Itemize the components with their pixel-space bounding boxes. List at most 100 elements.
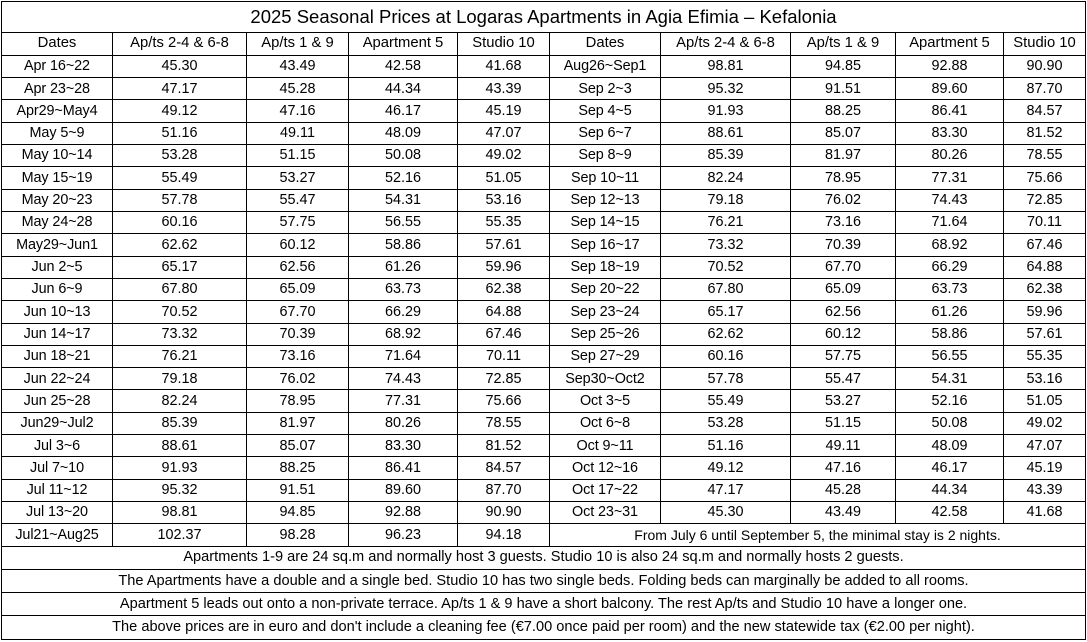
right-apartment-5-cell: 54.31 (895, 367, 1004, 391)
left-dates-cell: Jul 13~20 (1, 500, 113, 525)
right-apartment-5-cell: 63.73 (895, 277, 1004, 302)
left-apartment-5-cell: 50.08 (348, 143, 458, 168)
footnote: Apartment 5 leads out onto a non-private… (0, 592, 1087, 617)
left-apts-2-4-6-8-cell: 91.93 (112, 456, 247, 480)
right-apartment-5-cell: 80.26 (895, 143, 1004, 168)
header-apts-1-9-right: Ap/ts 1 & 9 (790, 32, 896, 56)
right-apts-2-4-6-8-cell: 79.18 (660, 188, 791, 212)
left-studio-10-cell: 55.35 (457, 210, 550, 235)
right-apts-1-9-cell: 45.28 (790, 478, 896, 503)
right-apartment-5-cell: 66.29 (895, 255, 1004, 279)
right-apartment-5-cell: 68.92 (895, 233, 1004, 257)
left-apartment-5-cell: 89.60 (348, 478, 458, 503)
right-apartment-5-cell: 46.17 (895, 456, 1004, 480)
left-apts-1-9-cell: 55.47 (246, 188, 349, 212)
table-row: May 24~28 60.16 57.75 56.55 55.35 Sep 14~15 76… (1, 210, 1087, 235)
left-dates-cell: Jun 6~9 (1, 277, 113, 302)
right-dates-cell: Oct 12~16 (549, 456, 661, 480)
right-apts-2-4-6-8-cell: 55.49 (660, 389, 791, 413)
right-apts-1-9-cell: 49.11 (790, 434, 896, 458)
left-apts-1-9-cell: 78.95 (246, 389, 349, 413)
right-apartment-5-cell: 86.41 (895, 99, 1004, 123)
right-dates-cell: Sep 23~24 (549, 300, 661, 324)
right-apartment-5-cell: 52.16 (895, 389, 1004, 413)
left-studio-10-cell: 45.19 (457, 99, 550, 123)
left-dates-cell: Jun 10~13 (1, 300, 113, 324)
left-apts-2-4-6-8-cell: 55.49 (112, 166, 247, 190)
table-row: May 15~19 55.49 53.27 52.16 51.05 Sep 10~11 82… (1, 166, 1087, 190)
right-apts-1-9-cell: 43.49 (790, 500, 896, 525)
right-apts-1-9-cell: 91.51 (790, 77, 896, 101)
left-apts-1-9-cell: 94.85 (246, 500, 349, 525)
right-apts-2-4-6-8-cell: 45.30 (660, 500, 791, 525)
left-studio-10-cell: 43.39 (457, 77, 550, 101)
right-studio-10-cell: 53.16 (1002, 367, 1087, 391)
left-studio-10-cell: 81.52 (457, 434, 550, 458)
right-studio-10-cell: 81.52 (1002, 121, 1087, 146)
right-apts-2-4-6-8-cell: 65.17 (660, 300, 791, 324)
right-dates-cell: Sep 27~29 (549, 344, 661, 369)
left-apts-1-9-cell: 43.49 (246, 54, 349, 79)
table-row: Jun 10~13 70.52 67.70 66.29 64.88 Sep 23~24 65… (1, 300, 1087, 324)
header-studio-10-right: Studio 10 (1002, 32, 1087, 56)
left-studio-10-cell: 94.18 (457, 523, 550, 547)
left-apts-1-9-cell: 67.70 (246, 300, 349, 324)
table-row: Jun 18~21 76.21 73.16 71.64 70.11 Sep 27~29 60… (1, 344, 1087, 369)
right-apartment-5-cell: 71.64 (895, 210, 1004, 235)
right-apts-2-4-6-8-cell: 49.12 (660, 456, 791, 480)
right-apts-2-4-6-8-cell: 98.81 (660, 54, 791, 79)
left-apts-1-9-cell: 81.97 (246, 411, 349, 436)
table-row: Jul 7~10 91.93 88.25 86.41 84.57 Oct 12~16 49.… (1, 456, 1087, 480)
left-dates-cell: Apr 23~28 (1, 77, 113, 101)
left-apartment-5-cell: 56.55 (348, 210, 458, 235)
right-studio-10-cell: 51.05 (1002, 389, 1087, 413)
header-dates-right: Dates (549, 32, 661, 56)
left-apts-2-4-6-8-cell: 57.78 (112, 188, 247, 212)
table-row: Jun 2~5 65.17 62.56 61.26 59.96 Sep 18~19 70.5… (1, 255, 1087, 279)
table-row: Jul21~Aug25 102.37 98.28 96.23 94.18 From Jul… (1, 523, 1087, 547)
left-apartment-5-cell: 61.26 (348, 255, 458, 279)
right-studio-10-cell: 84.57 (1002, 99, 1087, 123)
right-dates-cell: Oct 6~8 (549, 411, 661, 436)
left-apartment-5-cell: 74.43 (348, 367, 458, 391)
left-apts-2-4-6-8-cell: 98.81 (112, 500, 247, 525)
right-apts-2-4-6-8-cell: 51.16 (660, 434, 791, 458)
right-studio-10-cell: 57.61 (1002, 322, 1087, 346)
right-apts-1-9-cell: 57.75 (790, 344, 896, 369)
left-dates-cell: Apr 16~22 (1, 54, 113, 79)
left-studio-10-cell: 41.68 (457, 54, 550, 79)
header-apts-2-4-6-8-left: Ap/ts 2-4 & 6-8 (112, 32, 247, 56)
left-apts-2-4-6-8-cell: 88.61 (112, 434, 247, 458)
right-studio-10-cell: 67.46 (1002, 233, 1087, 257)
left-apts-2-4-6-8-cell: 76.21 (112, 344, 247, 369)
left-apts-1-9-cell: 85.07 (246, 434, 349, 458)
right-apartment-5-cell: 74.43 (895, 188, 1004, 212)
table-row: May 20~23 57.78 55.47 54.31 53.16 Sep 12~13 79… (1, 188, 1087, 212)
right-apartment-5-cell: 61.26 (895, 300, 1004, 324)
left-apts-2-4-6-8-cell: 51.16 (112, 121, 247, 146)
table-row: May29~Jun1 62.62 60.12 58.86 57.61 Sep 16~17 7… (1, 233, 1087, 257)
right-dates-cell: Sep 12~13 (549, 188, 661, 212)
right-dates-cell: Aug26~Sep1 (549, 54, 661, 79)
left-dates-cell: Jul21~Aug25 (1, 523, 113, 547)
table-row: Jul 13~20 98.81 94.85 92.88 90.90 Oct 23~31 45… (1, 500, 1087, 525)
left-apts-2-4-6-8-cell: 102.37 (112, 523, 247, 547)
left-apartment-5-cell: 42.58 (348, 54, 458, 79)
left-apartment-5-cell: 83.30 (348, 434, 458, 458)
right-studio-10-cell: 75.66 (1002, 166, 1087, 190)
right-dates-cell: Oct 9~11 (549, 434, 661, 458)
left-apts-2-4-6-8-cell: 95.32 (112, 478, 247, 503)
left-apts-2-4-6-8-cell: 70.52 (112, 300, 247, 324)
left-studio-10-cell: 67.46 (457, 322, 550, 346)
left-dates-cell: May 24~28 (1, 210, 113, 235)
right-apts-2-4-6-8-cell: 67.80 (660, 277, 791, 302)
header-dates-left: Dates (1, 32, 113, 56)
right-apts-2-4-6-8-cell: 73.32 (660, 233, 791, 257)
right-studio-10-cell: 45.19 (1002, 456, 1087, 480)
right-studio-10-cell: 78.55 (1002, 143, 1087, 168)
left-dates-cell: Jun 22~24 (1, 367, 113, 391)
left-apartment-5-cell: 71.64 (348, 344, 458, 369)
left-apts-1-9-cell: 73.16 (246, 344, 349, 369)
right-apts-2-4-6-8-cell: 95.32 (660, 77, 791, 101)
table-row: May 5~9 51.16 49.11 48.09 47.07 Sep 6~7 88.61 8… (1, 121, 1087, 146)
